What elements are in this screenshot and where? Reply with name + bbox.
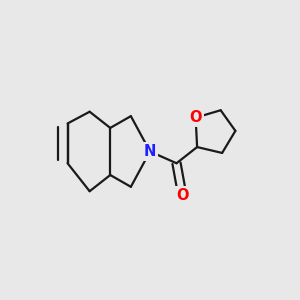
- Text: N: N: [144, 144, 156, 159]
- Text: O: O: [189, 110, 202, 125]
- Text: O: O: [176, 188, 189, 203]
